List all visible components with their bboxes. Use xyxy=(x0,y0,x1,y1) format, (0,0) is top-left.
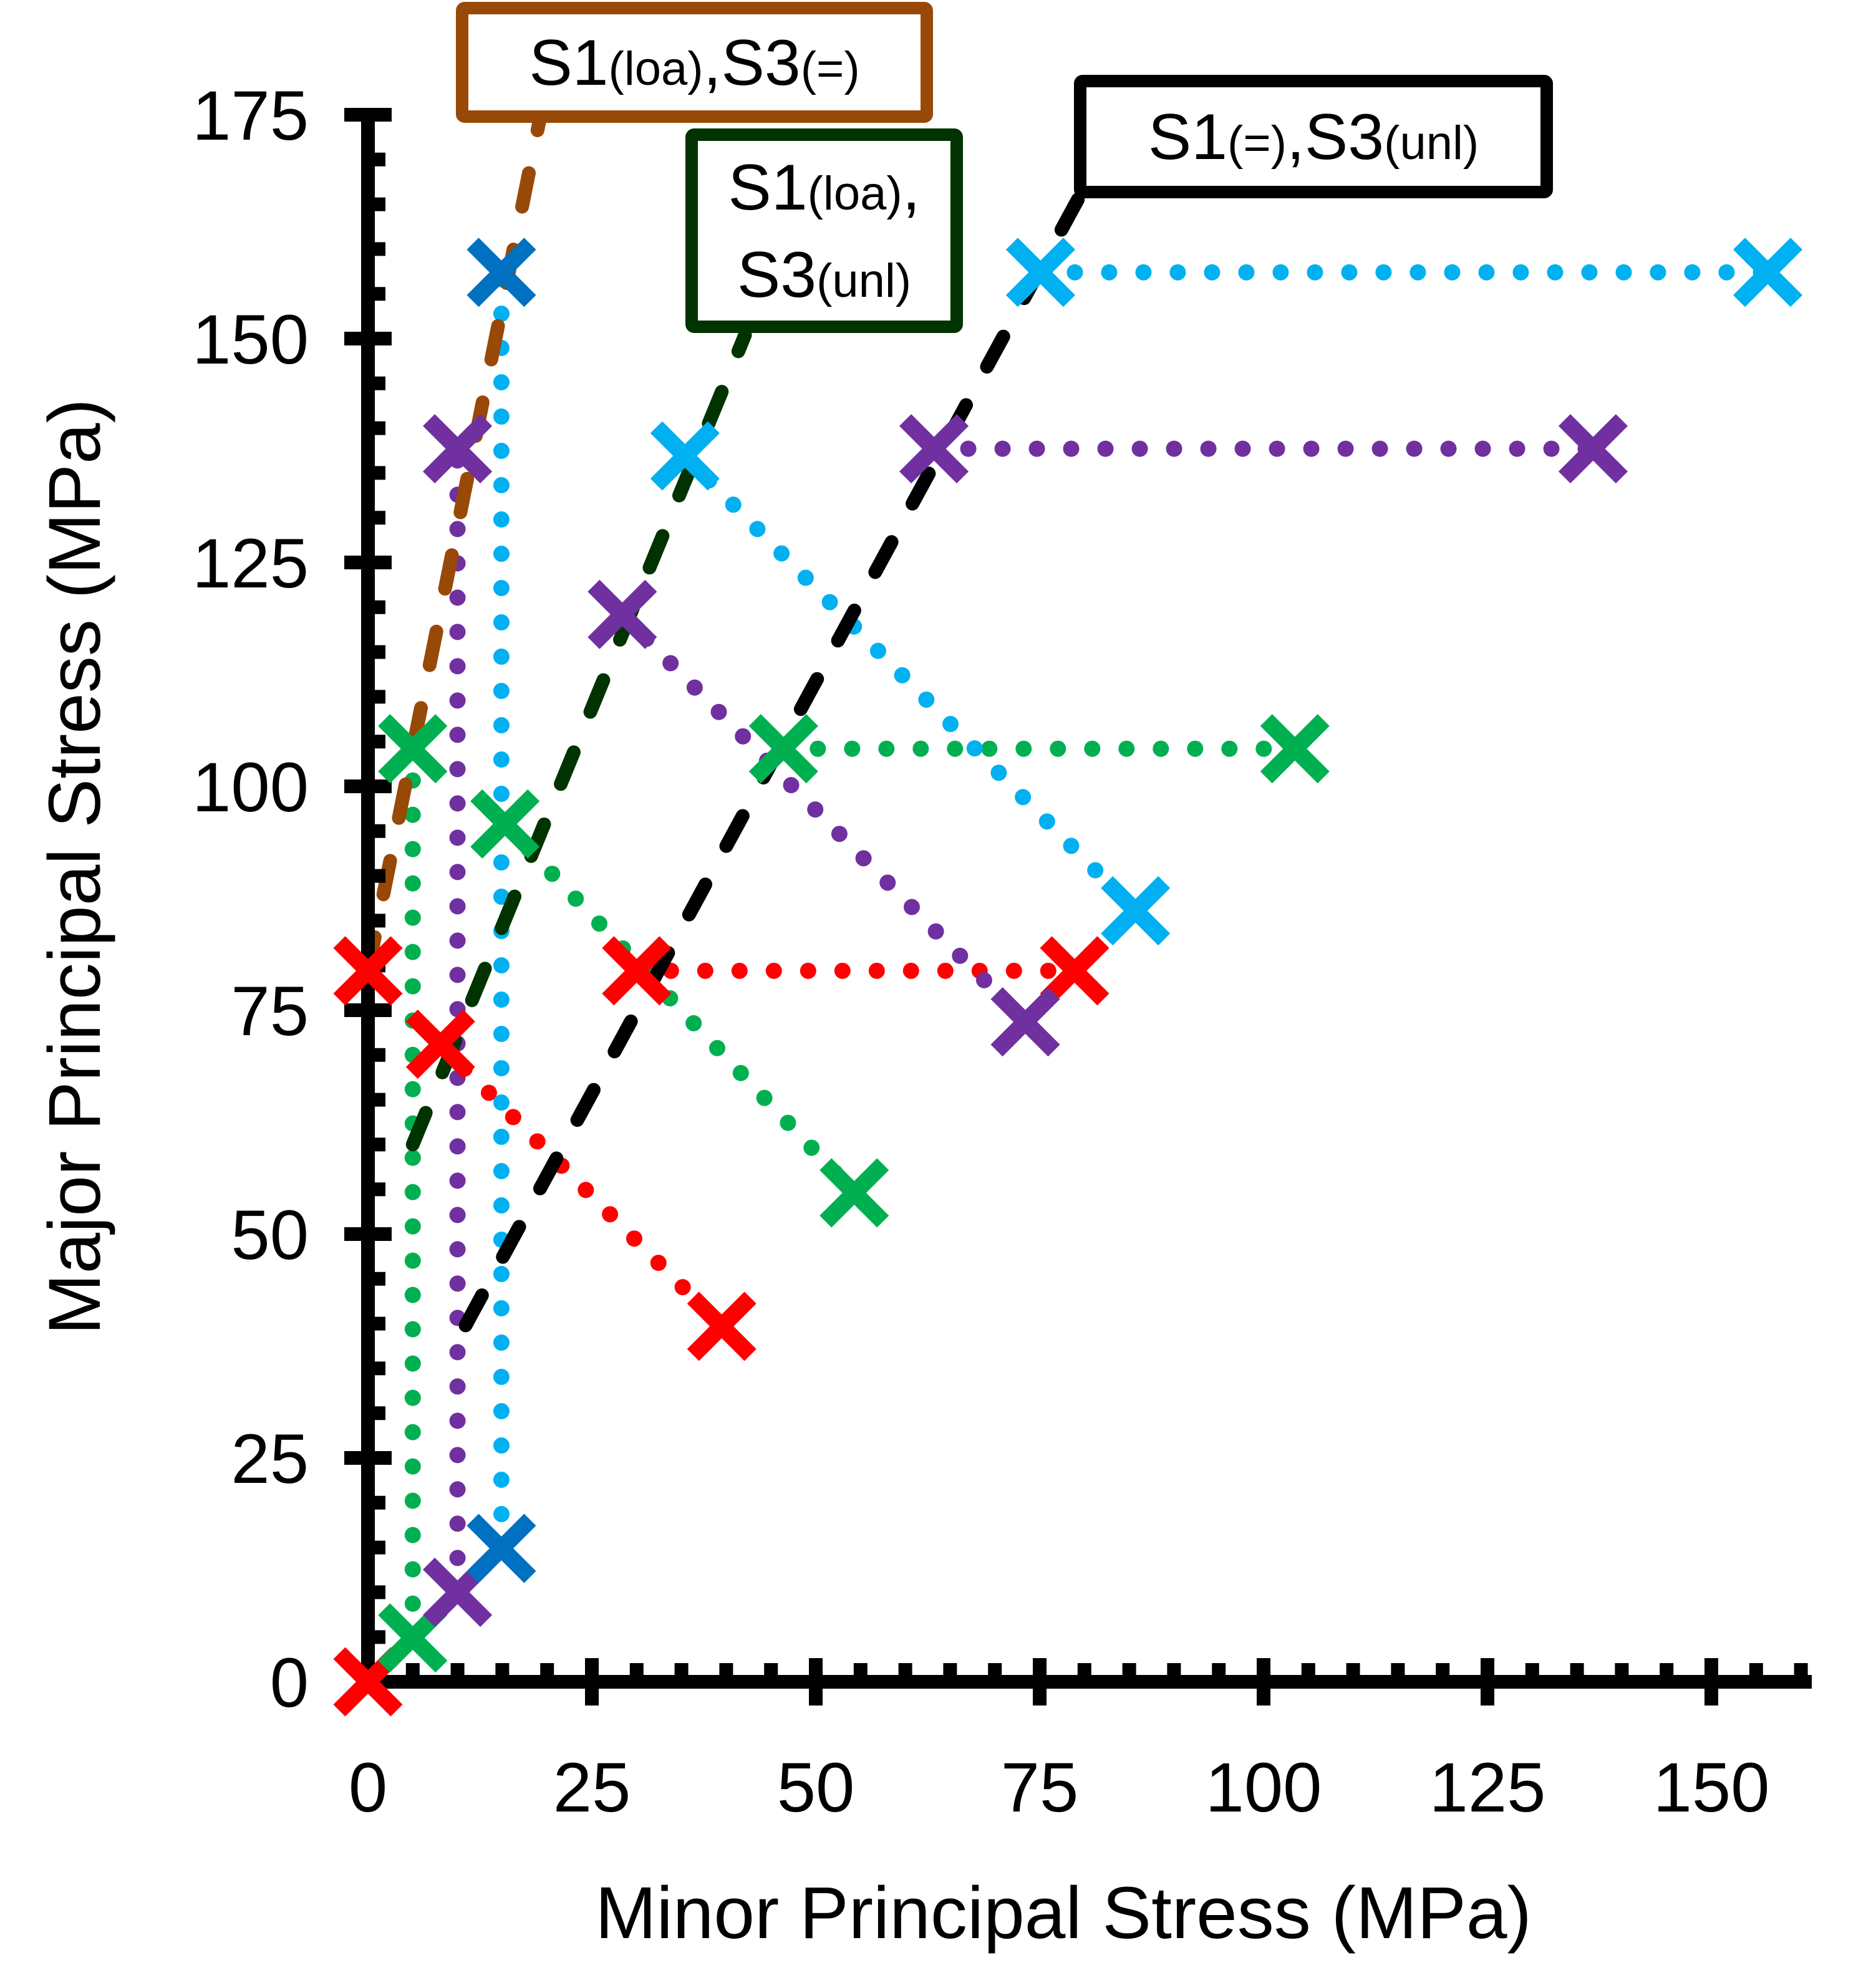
annotation-text: S3 xyxy=(737,239,816,311)
series-layer xyxy=(361,264,1776,1682)
annotation-box xyxy=(456,2,933,123)
annotation-black: S1(=),S3(unl) xyxy=(1074,75,1553,198)
marker-stroke xyxy=(1558,414,1628,484)
red-path-point xyxy=(333,936,403,1006)
marker-stroke xyxy=(405,1010,475,1079)
annotation-subscript: (loa) xyxy=(609,42,704,95)
annotation-subscript: (unl) xyxy=(1384,117,1479,170)
annotation-label: S1(=),S3(unl) xyxy=(1148,101,1479,173)
y-tick-label: 175 xyxy=(192,77,309,155)
marker-stroke xyxy=(687,1291,757,1361)
marker-stroke xyxy=(467,1513,536,1583)
purple-path-point xyxy=(587,579,657,649)
annotation-subscript: (=) xyxy=(801,42,860,95)
cyan-path-point xyxy=(1733,238,1803,307)
x-tick-label: 50 xyxy=(777,1749,855,1826)
red-path-point xyxy=(687,1291,757,1361)
annotation-box xyxy=(1074,75,1553,198)
cyan-path-point xyxy=(467,1513,536,1583)
x-axis-title: Minor Principal Stress (MPa) xyxy=(595,1872,1532,1954)
marker-stroke xyxy=(1040,936,1110,1006)
marker-stroke xyxy=(423,414,493,484)
cyan-path-point xyxy=(1101,876,1171,946)
annotation-text: , xyxy=(902,152,921,224)
y-tick-label: 50 xyxy=(231,1196,309,1274)
annotation-text: ,S3 xyxy=(1287,101,1384,173)
y-tick-label: 150 xyxy=(192,301,309,379)
annotation-text: S1 xyxy=(529,27,608,99)
red-path-point xyxy=(405,1010,475,1079)
annotation-box xyxy=(685,128,963,333)
marker-stroke xyxy=(650,421,720,491)
annotation-label: S1(loa),S3(=) xyxy=(529,27,859,99)
green-path-point xyxy=(378,714,448,784)
x-tick-label: 0 xyxy=(349,1749,387,1826)
marker-stroke xyxy=(1101,876,1171,946)
cyan-path-point xyxy=(467,238,536,307)
x-tick-label: 25 xyxy=(553,1749,631,1826)
x-tick-label: 150 xyxy=(1653,1749,1770,1826)
axes: 0 25 50 75 100 125 150 0 25 50 75 100 125 150 175 xyxy=(192,77,1812,1826)
x-tick-label: 75 xyxy=(1001,1749,1079,1826)
marker-stroke xyxy=(378,714,448,784)
green-path-point xyxy=(820,1158,889,1228)
annotation-text: S1 xyxy=(728,152,807,224)
marker-stroke xyxy=(333,936,403,1006)
annotation-label: S3(unl) xyxy=(737,239,911,311)
markers xyxy=(333,238,1803,1717)
y-tick-label: 75 xyxy=(231,972,309,1050)
marker-stroke xyxy=(602,936,672,1006)
marker-stroke xyxy=(587,579,657,649)
green-path-point xyxy=(748,714,818,784)
x-tick-label: 100 xyxy=(1206,1749,1322,1826)
annotation-text: S1 xyxy=(1148,101,1227,173)
annotation-brown: S1(loa),S3(=) xyxy=(456,2,933,123)
annotations: S1(loa),S3(=)S1(loa),S3(unl)S1(=),S3(unl… xyxy=(456,2,1553,333)
marker-stroke xyxy=(899,414,969,484)
y-axis-title: Major Principal Stress (MPa) xyxy=(34,398,116,1335)
red-path-segment-2 xyxy=(432,1036,730,1334)
annotation-label: S1(loa), xyxy=(728,152,920,224)
purple-path-point xyxy=(1558,414,1628,484)
marker-stroke xyxy=(820,1158,889,1228)
y-tick-label: 25 xyxy=(231,1420,309,1498)
marker-stroke xyxy=(990,987,1060,1057)
marker-stroke xyxy=(467,238,536,307)
green-path-point xyxy=(1260,714,1330,784)
cyan-path-segment-2 xyxy=(677,448,1144,919)
annotation-subscript: (loa) xyxy=(808,167,902,220)
y-tick-label: 0 xyxy=(270,1644,309,1722)
purple-path-point xyxy=(990,987,1060,1057)
purple-path-point xyxy=(899,414,969,484)
purple-path-segment-2 xyxy=(614,606,1034,1030)
purple-path-point xyxy=(423,414,493,484)
marker-stroke xyxy=(1260,714,1330,784)
green-path-segment-2 xyxy=(496,816,863,1201)
annotation-subscript: (=) xyxy=(1227,117,1287,170)
annotation-subscript: (unl) xyxy=(816,254,911,307)
marker-stroke xyxy=(1005,238,1075,307)
marker-stroke xyxy=(1733,238,1803,307)
y-tick-label: 125 xyxy=(192,524,309,602)
red-path-point xyxy=(1040,936,1110,1006)
x-tick-label: 125 xyxy=(1429,1749,1546,1826)
y-tick-label: 100 xyxy=(192,748,309,826)
marker-stroke xyxy=(470,789,540,859)
annotation-green: S1(loa), S3(unl) xyxy=(685,128,963,333)
cyan-path-point xyxy=(1005,238,1075,307)
green-path-point xyxy=(470,789,540,859)
red-path-point xyxy=(602,936,672,1006)
cyan-path-point xyxy=(650,421,720,491)
marker-stroke xyxy=(748,714,818,784)
annotation-text: ,S3 xyxy=(704,27,801,99)
